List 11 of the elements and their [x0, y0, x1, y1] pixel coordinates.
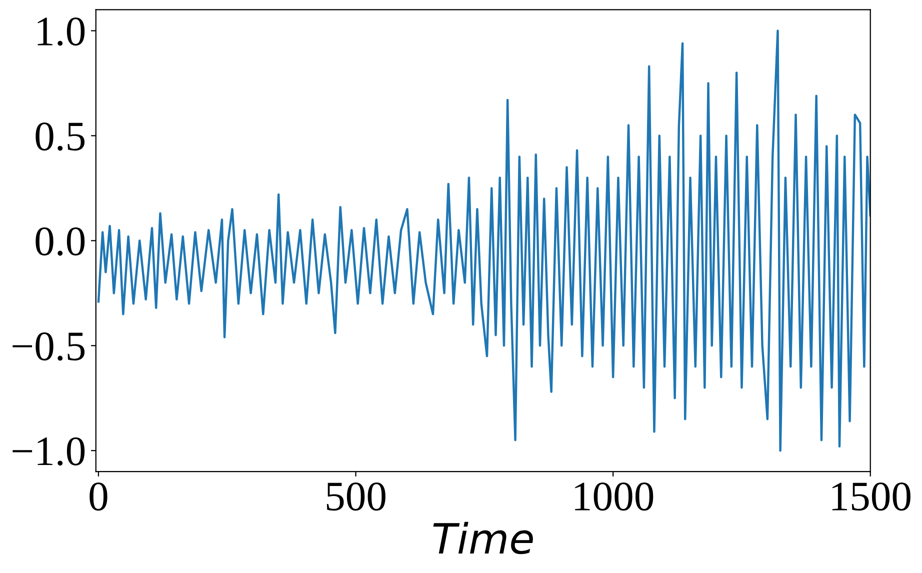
x-tick-label: 1000	[575, 482, 654, 511]
y-tick-label: −1.0	[12, 437, 85, 466]
line-series	[97, 30, 870, 452]
x-tick-label: 500	[326, 482, 386, 511]
y-tick-label: 0.0	[36, 227, 85, 256]
x-tick-label: 0	[90, 482, 108, 511]
x-axis-title: Time	[433, 522, 533, 554]
x-tick-label: 1500	[832, 482, 910, 511]
y-tick-label: −0.5	[12, 332, 85, 361]
y-tick-label: 1.0	[38, 17, 85, 46]
y-tick-label: 0.5	[36, 122, 85, 151]
